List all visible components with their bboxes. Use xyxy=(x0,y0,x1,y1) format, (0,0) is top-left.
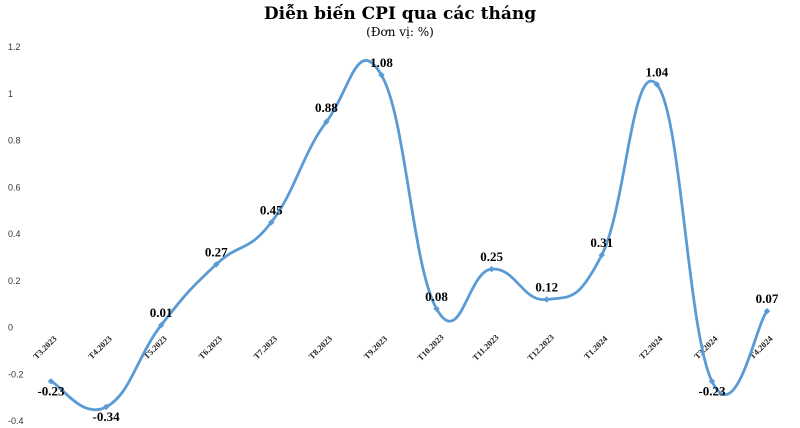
data-label: -0.23 xyxy=(698,383,726,398)
x-tick-label: T2.2024 xyxy=(637,333,665,361)
data-label: 0.45 xyxy=(260,202,283,217)
data-point xyxy=(433,305,440,312)
data-label: 0.27 xyxy=(205,244,228,259)
x-tick-label: T11.2023 xyxy=(470,332,500,362)
x-tick-label: T1.2024 xyxy=(582,333,610,361)
y-tick-label: 0.6 xyxy=(8,182,21,192)
x-tick-label: T3.2024 xyxy=(692,333,720,361)
x-tick-label: T6.2023 xyxy=(196,334,224,362)
x-tick-label: T7.2023 xyxy=(251,334,279,362)
data-label: 0.31 xyxy=(590,235,613,250)
series-line xyxy=(49,59,769,411)
data-label: -0.34 xyxy=(93,409,121,424)
x-tick-label: T10.2023 xyxy=(415,332,446,363)
y-tick-label: 0.8 xyxy=(8,136,21,146)
data-point xyxy=(102,403,110,411)
data-point xyxy=(213,261,220,268)
data-label: -0.23 xyxy=(37,383,65,398)
y-tick-label: -0.2 xyxy=(8,369,24,379)
x-tick-label: T9.2023 xyxy=(362,334,390,362)
y-tick-label: 0.2 xyxy=(8,276,21,286)
x-tick-label: T8.2023 xyxy=(306,334,334,362)
x-tick-label: T3.2023 xyxy=(31,334,59,362)
data-label: 0.12 xyxy=(535,279,558,294)
y-tick-label: 0 xyxy=(8,323,13,333)
data-point xyxy=(323,118,330,125)
data-label: 0.01 xyxy=(150,305,173,320)
y-tick-label: 1 xyxy=(8,89,13,99)
data-point xyxy=(47,378,55,385)
data-label: 1.04 xyxy=(645,64,668,79)
data-label: 1.08 xyxy=(370,55,393,70)
data-label: 0.88 xyxy=(315,100,338,115)
y-tick-label: 1.2 xyxy=(8,42,21,52)
data-label: 0.07 xyxy=(756,291,779,306)
data-point xyxy=(157,321,165,329)
data-point xyxy=(598,251,605,259)
data-point xyxy=(543,296,550,303)
x-tick-label: T4.2023 xyxy=(86,334,114,362)
data-point xyxy=(708,378,716,385)
data-point xyxy=(763,307,771,315)
data-point xyxy=(378,71,385,79)
data-point xyxy=(268,219,275,226)
data-label: 0.08 xyxy=(425,289,448,304)
x-tick-label: T12.2023 xyxy=(525,332,556,363)
data-label: 0.25 xyxy=(480,249,503,264)
y-tick-label: -0.4 xyxy=(8,416,24,426)
x-tick-label: T5.2023 xyxy=(141,334,169,362)
chart-title: Diễn biến CPI qua các tháng xyxy=(263,4,537,24)
data-point xyxy=(653,81,661,88)
chart-subtitle: (Đơn vị: %) xyxy=(366,25,434,39)
data-point xyxy=(488,265,495,273)
y-tick-label: 0.4 xyxy=(8,229,21,239)
